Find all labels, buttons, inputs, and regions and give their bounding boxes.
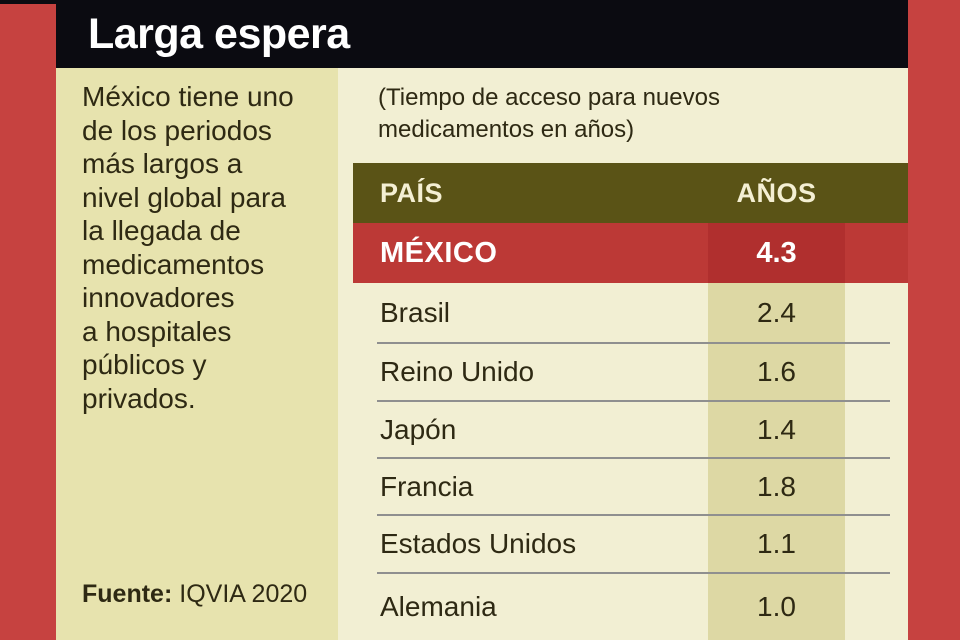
column-header-country: PAÍS <box>380 177 444 208</box>
table-body: Brasil 2.4 Reino Unido 1.6 Japón 1.4 Francia 1.… <box>353 283 908 640</box>
table-row: Japón 1.4 <box>353 400 908 458</box>
right-accent-bar <box>908 0 960 640</box>
row-divider <box>377 457 890 459</box>
country-name: Francia <box>380 470 474 502</box>
country-name: Brasil <box>380 297 451 328</box>
page-title: Larga espera <box>88 10 350 58</box>
country-name: Estados Unidos <box>380 528 577 559</box>
years-value: 1.0 <box>757 590 796 622</box>
country-name: Alemania <box>380 590 497 622</box>
country-name: MÉXICO <box>380 236 498 269</box>
table-row: Reino Unido 1.6 <box>353 342 908 401</box>
table-row: Francia 1.8 <box>353 457 908 515</box>
table-row-highlight: MÉXICO 4.3 <box>353 223 908 283</box>
source-label: Fuente: <box>82 580 173 608</box>
years-value: 1.6 <box>757 356 796 387</box>
left-accent-bar <box>0 4 56 640</box>
table-header-row: PAÍS AÑOS <box>353 163 908 223</box>
years-value: 1.4 <box>757 413 796 445</box>
source-value: IQVIA 2020 <box>179 580 308 608</box>
row-divider <box>377 572 890 574</box>
data-table: PAÍS AÑOS MÉXICO 4.3 Brasil 2.4 Reino Unid… <box>353 163 908 640</box>
row-divider <box>377 400 890 402</box>
chart-subtitle: (Tiempo de acceso para nuevos medicament… <box>378 84 720 143</box>
column-header-years: AÑOS <box>736 177 817 208</box>
content-area: (Tiempo de acceso para nuevos medicament… <box>338 68 908 640</box>
row-divider <box>377 342 890 344</box>
years-value: 2.4 <box>757 297 796 328</box>
table-row: Estados Unidos 1.1 <box>353 514 908 573</box>
table-row: Alemania 1.0 <box>353 572 908 640</box>
years-value: 4.3 <box>708 223 845 283</box>
years-value: 1.1 <box>757 528 796 559</box>
description-text: México tiene uno de los periodos más lar… <box>82 81 294 414</box>
row-divider <box>377 514 890 516</box>
sidebar: México tiene uno de los periodos más lar… <box>56 68 338 640</box>
table-row: Brasil 2.4 <box>353 283 908 343</box>
header-bar: Larga espera <box>0 0 908 68</box>
years-value: 1.8 <box>757 470 796 502</box>
country-name: Japón <box>380 413 457 445</box>
country-name: Reino Unido <box>380 356 535 387</box>
source-note: Fuente: IQVIA 2020 <box>82 580 307 609</box>
